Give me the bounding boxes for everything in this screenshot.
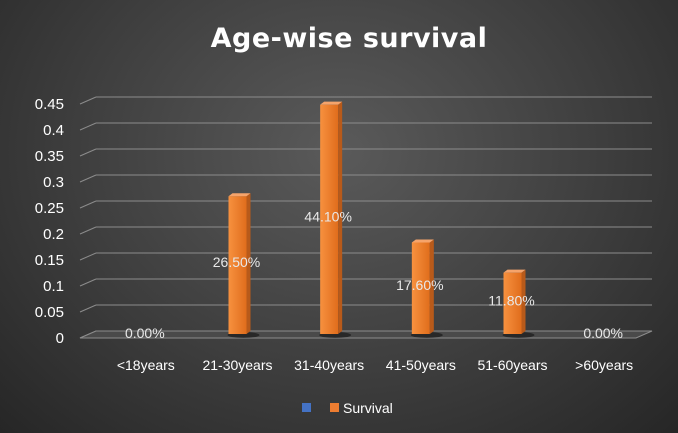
bar-side	[521, 269, 526, 334]
y-tick-label: 0.35	[35, 148, 64, 165]
bar-front	[228, 196, 247, 334]
y-tick-label: 0.4	[43, 122, 64, 139]
data-label: 0.00%	[125, 325, 165, 341]
gridline-depth	[79, 148, 97, 157]
data-label: 44.10%	[304, 208, 351, 224]
bar-top	[411, 239, 434, 243]
data-label: 0.00%	[583, 325, 623, 341]
x-tick-label: <18years	[117, 357, 175, 373]
bar-51-60years	[502, 269, 535, 338]
chart-floor	[79, 330, 653, 339]
x-axis: <18years 21-30years 31-40years 41-50years 51…	[117, 357, 633, 373]
x-tick-label: 21-30years	[202, 357, 272, 373]
data-labels: 0.00% 26.50% 44.10% 17.60% 11.80% 0.00%	[125, 208, 623, 341]
gridlines	[79, 96, 653, 339]
x-tick-label: 51-60years	[477, 357, 547, 373]
gridline-depth	[79, 252, 97, 261]
chart-title: Age-wise survival	[211, 23, 488, 54]
bar-front	[503, 272, 522, 334]
data-label: 17.60%	[396, 277, 443, 293]
bars	[227, 101, 535, 338]
gridline-depth	[79, 226, 97, 235]
data-label: 11.80%	[488, 292, 534, 308]
bar-41-50years	[410, 239, 443, 338]
bar-top	[228, 193, 251, 197]
y-tick-label: 0.15	[35, 252, 64, 269]
bar-front	[411, 242, 430, 334]
bar-side	[429, 239, 434, 334]
y-tick-label: 0.2	[43, 226, 64, 243]
x-tick-label: >60years	[575, 357, 633, 373]
x-tick-label: 31-40years	[294, 357, 364, 373]
y-tick-label: 0.1	[43, 278, 64, 295]
y-tick-label: 0.25	[35, 200, 64, 217]
legend: Survival	[302, 400, 393, 416]
legend-label-survival: Survival	[343, 400, 393, 416]
gridline-depth	[79, 304, 97, 313]
bar-side	[338, 101, 343, 335]
gridline-depth	[79, 174, 97, 183]
bar-side	[246, 193, 251, 334]
gridline-depth	[79, 122, 97, 131]
legend-swatch-survival	[330, 403, 339, 412]
bar-front	[320, 104, 339, 335]
y-axis: 0 0.05 0.1 0.15 0.2 0.25 0.3 0.35 0.4 0.45	[35, 96, 64, 347]
gridline-depth	[79, 200, 97, 209]
y-tick-label: 0.3	[43, 174, 64, 191]
x-tick-label: 41-50years	[386, 357, 456, 373]
y-tick-label: 0.45	[35, 96, 64, 113]
bar-top	[320, 101, 343, 105]
y-tick-label: 0	[56, 330, 64, 347]
bar-top	[503, 269, 526, 273]
gridline-depth	[79, 278, 97, 287]
legend-swatch-blank	[302, 403, 311, 412]
gridline-depth	[79, 96, 97, 105]
bar-31-40years	[319, 101, 352, 338]
bar-21-30years	[227, 193, 260, 338]
data-label: 26.50%	[213, 254, 260, 270]
y-tick-label: 0.05	[35, 304, 64, 321]
